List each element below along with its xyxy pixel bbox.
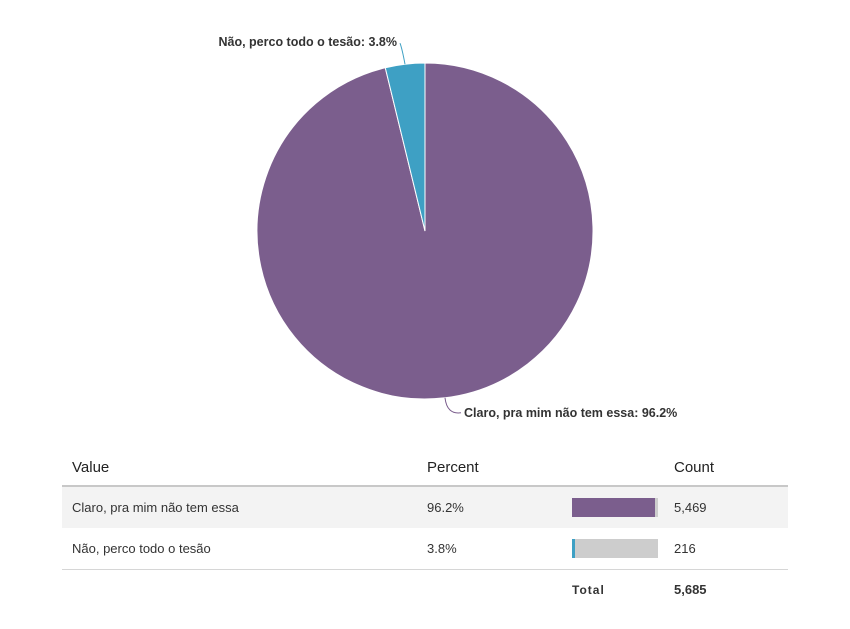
table-row: Claro, pra mim não tem essa 96.2% 5,469 <box>62 486 788 528</box>
row-count: 5,469 <box>664 486 788 528</box>
leader-line-nao <box>399 43 406 65</box>
row-percent: 96.2% <box>417 486 562 528</box>
row-bar-cell <box>562 486 664 528</box>
percent-bar-fill <box>572 539 576 558</box>
results-table: Value Percent Count Claro, pra mim não t… <box>62 449 788 609</box>
table-header-row: Value Percent Count <box>62 449 788 487</box>
data-label-claro: Claro, pra mim não tem essa: 96.2% <box>464 406 677 420</box>
leader-line-claro <box>444 397 462 414</box>
header-percent: Percent <box>417 449 562 487</box>
row-value: Claro, pra mim não tem essa <box>62 486 417 528</box>
header-value: Value <box>62 449 417 487</box>
total-label: Total <box>572 582 605 597</box>
row-bar-cell <box>562 528 664 570</box>
row-value: Não, perco todo o tesão <box>62 528 417 570</box>
total-value: 5,685 <box>674 582 707 597</box>
percent-bar-fill <box>572 498 655 517</box>
header-count: Count <box>664 449 788 487</box>
percent-bar <box>572 539 658 558</box>
row-percent: 3.8% <box>417 528 562 570</box>
percent-bar <box>572 498 658 517</box>
total-row: Total 5,685 <box>62 570 788 610</box>
total-spacer <box>417 570 562 610</box>
table-row: Não, perco todo o tesão 3.8% 216 <box>62 528 788 570</box>
data-label-nao: Não, perco todo o tesão: 3.8% <box>218 35 397 49</box>
header-bar-spacer <box>562 449 664 487</box>
row-count: 216 <box>664 528 788 570</box>
total-spacer <box>62 570 417 610</box>
pie-chart: Claro, pra mim não tem essa: 96.2% Não, … <box>218 35 677 420</box>
